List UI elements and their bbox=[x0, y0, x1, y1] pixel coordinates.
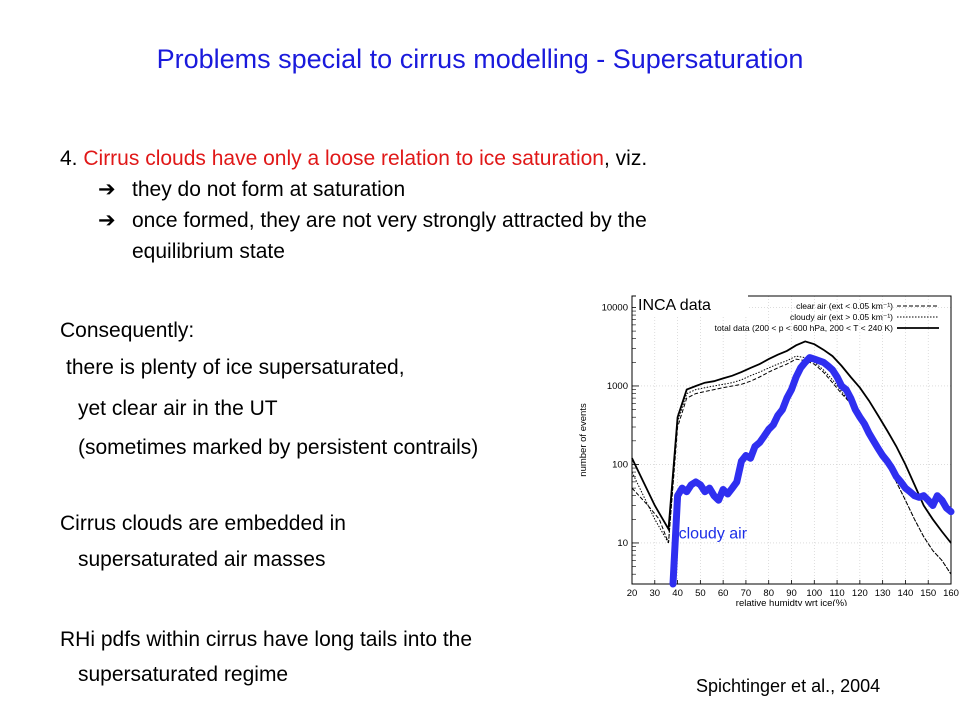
tick-label-y: 1000 bbox=[607, 381, 628, 392]
tick-label-x: 30 bbox=[649, 588, 660, 599]
point-number: 4. bbox=[60, 147, 78, 170]
x-axis-label: relative humidty wrt ice(%) bbox=[736, 598, 847, 606]
point-4-rest: , viz. bbox=[603, 147, 648, 170]
tick-label-x: 130 bbox=[875, 588, 891, 599]
cloudy-air-annotation: cloudy air bbox=[679, 526, 748, 543]
bullet-2-text: once formed, they are not very strongly … bbox=[132, 209, 647, 232]
embedded-line-2: supersaturated air masses bbox=[78, 548, 326, 571]
legend-entry-label: clear air (ext < 0.05 km⁻¹) bbox=[796, 301, 893, 311]
tick-label-y: 10000 bbox=[602, 302, 628, 313]
tick-label-x: 150 bbox=[920, 588, 936, 599]
arrow-right-icon: ➔ bbox=[98, 178, 116, 201]
series-line-solid bbox=[631, 340, 952, 544]
inset-label-bg bbox=[636, 294, 748, 316]
inset-label: INCA data bbox=[638, 297, 711, 314]
embedded-line-1: Cirrus clouds are embedded in bbox=[60, 512, 346, 535]
tick-label-x: 110 bbox=[829, 588, 844, 599]
consequently-line-1: there is plenty of ice supersaturated, bbox=[66, 356, 405, 379]
tick-label-x: 90 bbox=[786, 588, 797, 599]
rhi-distribution-chart: 20 30 40 50 60 70 80 90 100 110 120 130 140 150 160 10 1… bbox=[572, 284, 960, 606]
citation: Spichtinger et al., 2004 bbox=[696, 676, 881, 696]
bullet-1-text: they do not form at saturation bbox=[132, 178, 406, 201]
tick-label-x: 20 bbox=[627, 588, 638, 599]
tick-label-y: 100 bbox=[612, 459, 628, 470]
tick-label-x: 50 bbox=[695, 588, 706, 599]
consequently-heading: Consequently: bbox=[60, 319, 195, 342]
tick-label-x: 120 bbox=[852, 588, 868, 599]
bullet-2-continuation: equilibrium state bbox=[132, 240, 285, 263]
tick-label-y: 10 bbox=[617, 538, 628, 549]
rhi-line-1: RHi pdfs within cirrus have long tails i… bbox=[60, 628, 473, 651]
consequently-line-2: yet clear air in the UT bbox=[78, 397, 278, 420]
legend-entry-label: total data (200 < p < 600 hPa, 200 < T <… bbox=[715, 323, 893, 333]
tick-label-x: 160 bbox=[943, 588, 959, 599]
tick-label-x: 140 bbox=[897, 588, 913, 599]
rhi-line-2: supersaturated regime bbox=[78, 663, 289, 686]
y-axis-label: number of events bbox=[578, 403, 589, 477]
legend-entry-label: cloudy air (ext > 0.05 km⁻¹) bbox=[790, 312, 893, 322]
consequently-line-3: (sometimes marked by persistent contrail… bbox=[78, 436, 479, 459]
tick-label-x: 40 bbox=[672, 588, 683, 599]
tick-label-x: 100 bbox=[806, 588, 822, 599]
point-4-highlight: Cirrus clouds have only a loose relation… bbox=[83, 147, 604, 170]
tick-label-x: 80 bbox=[763, 588, 774, 599]
series-line-highlight bbox=[669, 354, 955, 588]
chart-svg: 20 30 40 50 60 70 80 90 100 110 120 130 140 150 160 10 1… bbox=[578, 294, 959, 606]
tick-label-x: 60 bbox=[718, 588, 729, 599]
bullet-1: ➔ they do not form at saturation bbox=[98, 177, 405, 203]
page-title: Problems special to cirrus modelling - S… bbox=[156, 44, 804, 74]
point-4-line: 4. Cirrus clouds have only a loose relat… bbox=[60, 146, 647, 172]
bullet-2: ➔ once formed, they are not very strongly… bbox=[98, 208, 647, 234]
tick-label-x: 70 bbox=[741, 588, 752, 599]
arrow-right-icon: ➔ bbox=[98, 209, 116, 232]
series-line-dotted bbox=[631, 355, 952, 575]
